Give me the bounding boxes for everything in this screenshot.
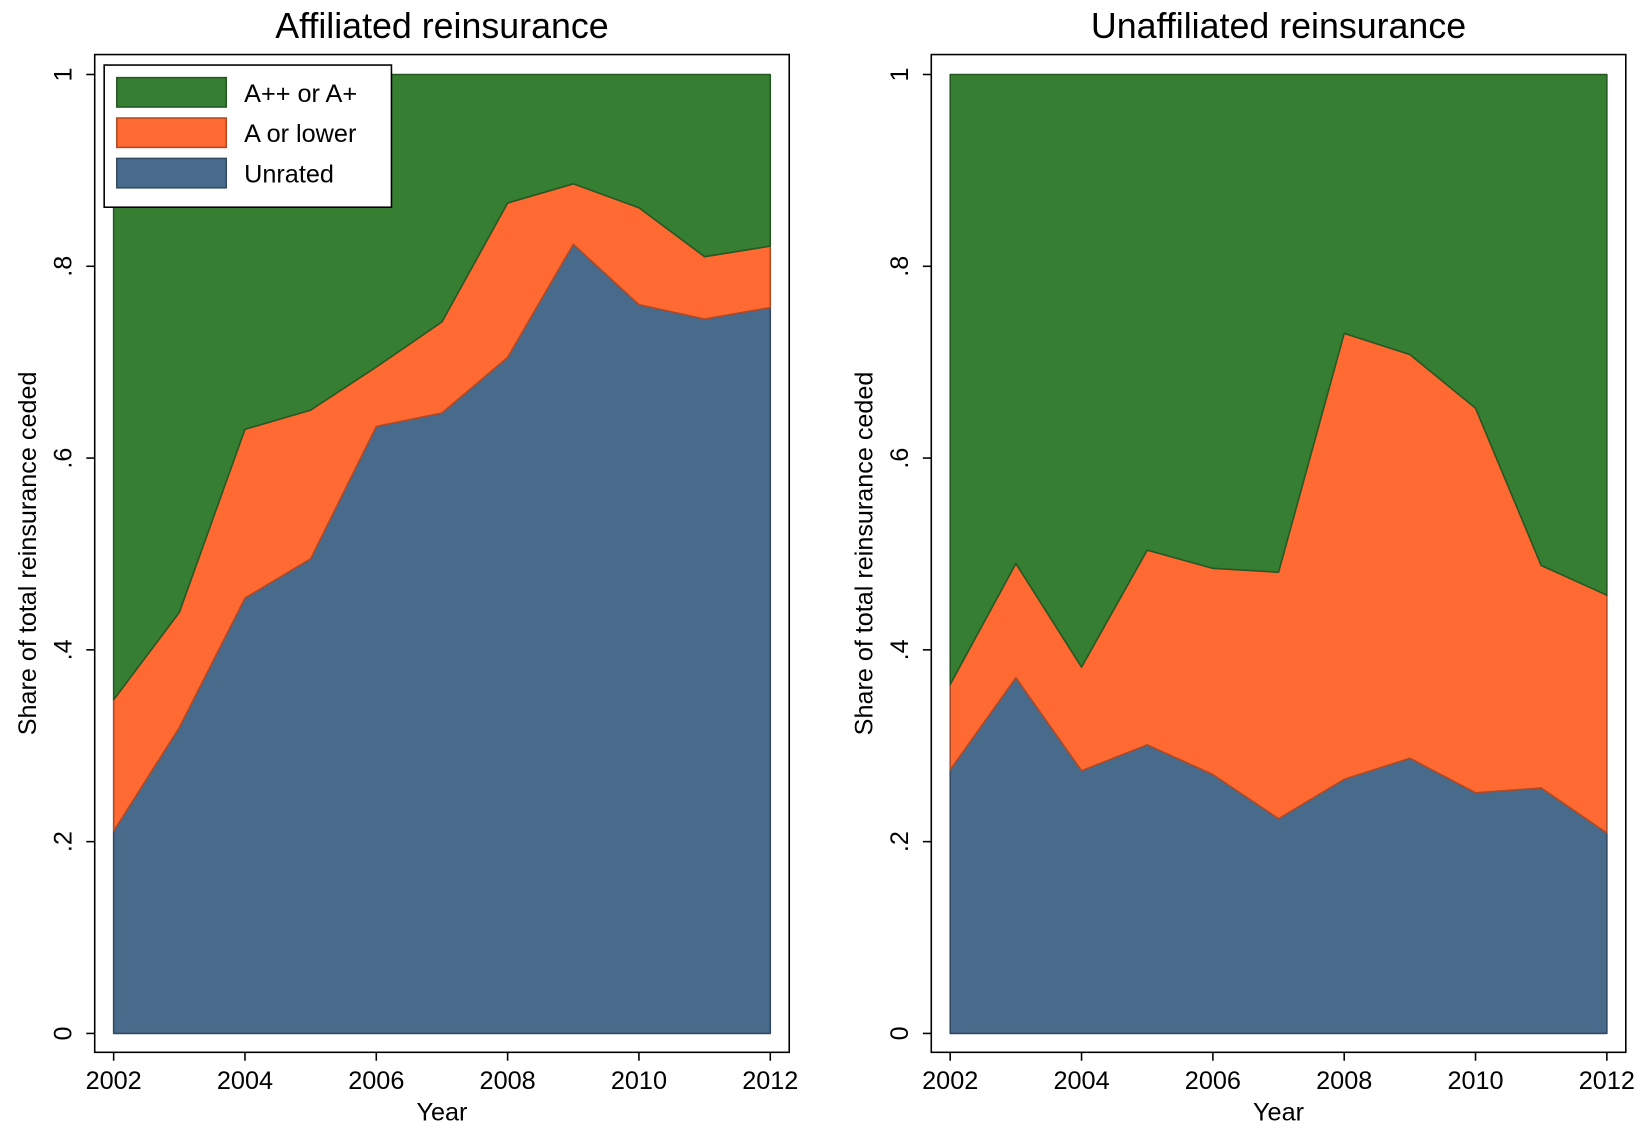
chart-title: Unaffiliated reinsurance — [1091, 6, 1466, 46]
y-tick-label: 1 — [50, 67, 78, 81]
legend-swatch — [116, 76, 228, 108]
y-tick-label: 1 — [886, 67, 914, 81]
x-tick-label: 2004 — [217, 1067, 273, 1095]
x-axis-label: Year — [416, 1099, 467, 1127]
y-tick-label: .4 — [50, 639, 78, 660]
x-tick-label: 2010 — [1447, 1067, 1503, 1095]
x-tick-label: 2006 — [348, 1067, 404, 1095]
x-tick-label: 2006 — [1185, 1067, 1241, 1095]
chart-panel: Affiliated reinsurance 0 .2 .4 .6 .8 1 2002 2004… — [14, 6, 799, 1127]
x-axis-label: Year — [1253, 1099, 1304, 1127]
y-axis-label: Share of total reinsurance ceded — [14, 372, 42, 736]
x-tick-label: 2004 — [1053, 1067, 1109, 1095]
legend-swatch — [116, 117, 228, 149]
x-tick-label: 2010 — [611, 1067, 667, 1095]
chart-title: Affiliated reinsurance — [275, 6, 608, 46]
x-tick-label: 2002 — [86, 1067, 142, 1095]
y-tick-label: .2 — [886, 831, 914, 852]
chart-panel: Unaffiliated reinsurance 0 .2 .4 .6 .8 1 2002 20… — [850, 6, 1635, 1127]
y-tick-label: .2 — [50, 831, 78, 852]
x-tick-label: 2008 — [1316, 1067, 1372, 1095]
y-axis-label: Share of total reinsurance ceded — [850, 372, 878, 736]
legend: A++ or A+ A or lower Unrated — [103, 64, 393, 208]
legend-label: A++ or A+ — [244, 80, 357, 108]
y-tick-label: 0 — [886, 1026, 914, 1040]
y-tick-label: .4 — [886, 639, 914, 660]
y-tick-label: .6 — [886, 448, 914, 469]
x-tick-label: 2002 — [922, 1067, 978, 1095]
legend-label: Unrated — [244, 161, 334, 189]
x-tick-label: 2012 — [742, 1067, 798, 1095]
plot-frame — [93, 53, 791, 1054]
y-tick-label: .6 — [50, 448, 78, 469]
y-tick-label: .8 — [50, 256, 78, 277]
y-tick-label: .8 — [886, 256, 914, 277]
x-tick-label: 2012 — [1579, 1067, 1635, 1095]
y-tick-label: 0 — [50, 1026, 78, 1040]
plot-frame — [930, 53, 1627, 1054]
area — [949, 73, 1608, 686]
legend-swatch — [116, 157, 228, 189]
x-tick-label: 2008 — [480, 1067, 536, 1095]
legend-label: A or lower — [244, 120, 356, 148]
